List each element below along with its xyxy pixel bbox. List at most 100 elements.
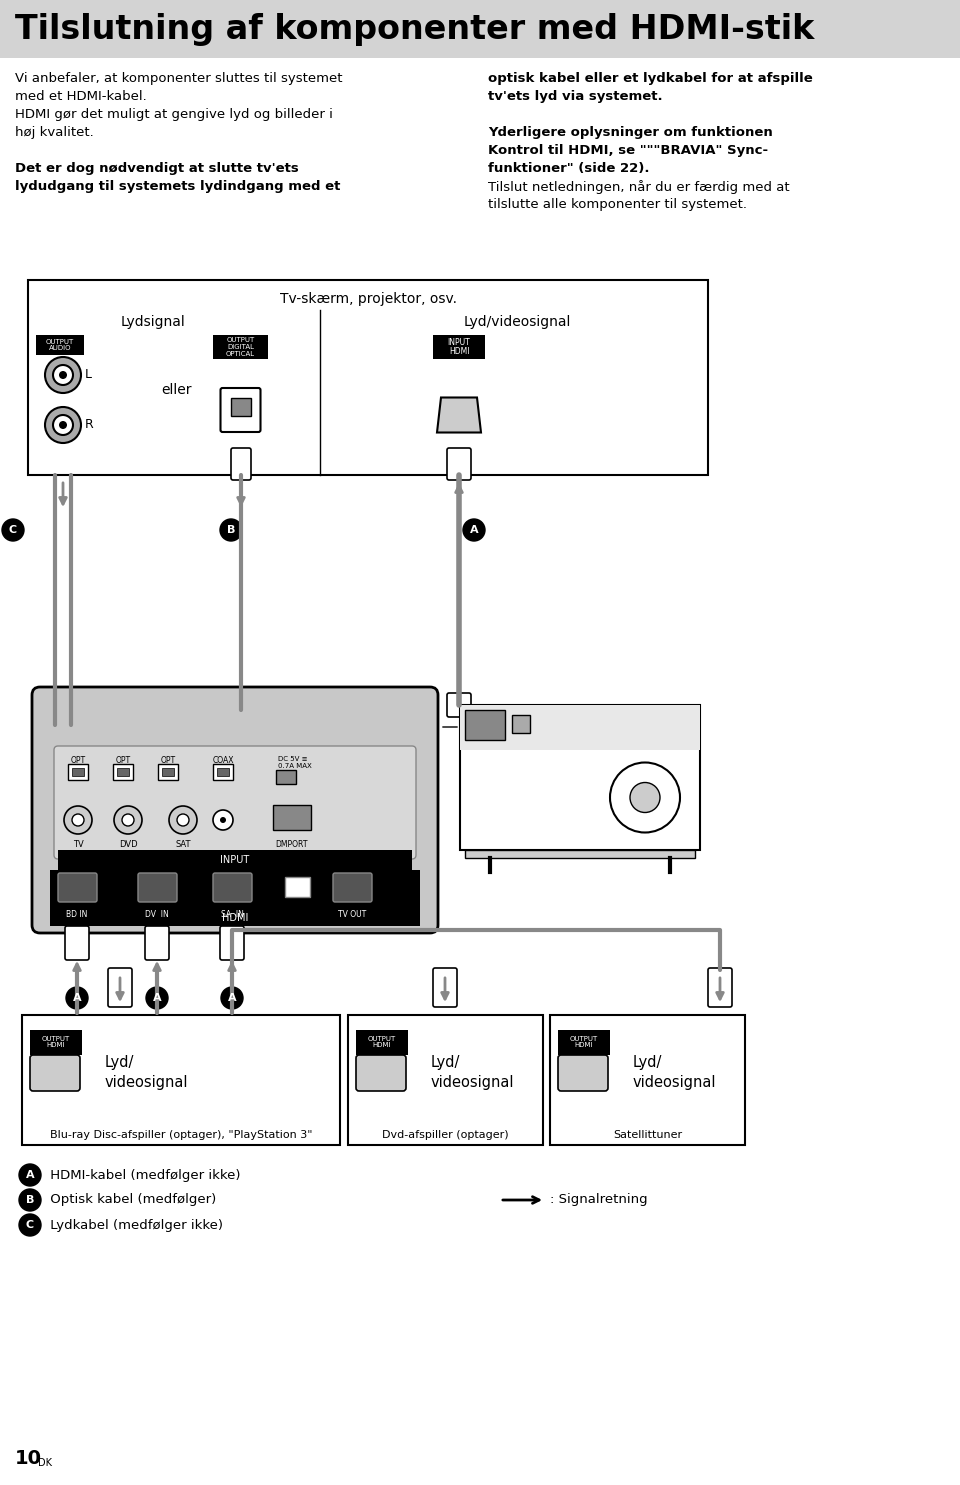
Circle shape <box>45 356 81 394</box>
Text: HDMI: HDMI <box>222 913 249 924</box>
Text: Satellittuner: Satellittuner <box>612 1130 682 1140</box>
Text: HDMI gør det muligt at gengive lyd og billeder i: HDMI gør det muligt at gengive lyd og bi… <box>15 108 333 120</box>
Text: SAT: SAT <box>176 841 191 849</box>
Text: Lydsignal: Lydsignal <box>121 315 185 330</box>
Circle shape <box>19 1215 41 1236</box>
Text: A: A <box>73 993 82 1002</box>
Circle shape <box>64 806 92 835</box>
FancyBboxPatch shape <box>220 927 244 959</box>
Circle shape <box>221 988 243 1008</box>
Text: OUTPUT
HDMI: OUTPUT HDMI <box>570 1035 598 1048</box>
Text: lydudgang til systemets lydindgang med et: lydudgang til systemets lydindgang med e… <box>15 180 341 193</box>
Text: TV OUT: TV OUT <box>338 910 366 919</box>
Bar <box>36 336 84 355</box>
Circle shape <box>45 407 81 443</box>
Bar <box>348 1016 543 1145</box>
FancyBboxPatch shape <box>64 708 78 732</box>
Text: OUTPUT
DIGITAL
OPTICAL: OUTPUT DIGITAL OPTICAL <box>226 337 255 356</box>
Bar <box>356 1031 408 1054</box>
Circle shape <box>122 814 134 826</box>
FancyBboxPatch shape <box>49 708 61 732</box>
Circle shape <box>19 1164 41 1187</box>
Text: INPUT
HDMI: INPUT HDMI <box>447 337 470 356</box>
Text: Optisk kabel (medfølger): Optisk kabel (medfølger) <box>46 1194 216 1206</box>
Bar <box>72 768 84 777</box>
Text: Lyd/
videosignal: Lyd/ videosignal <box>633 1054 716 1090</box>
Text: optisk kabel eller et lydkabel for at afspille: optisk kabel eller et lydkabel for at af… <box>488 71 813 85</box>
Text: Lyd/videosignal: Lyd/videosignal <box>464 315 571 330</box>
Text: Dvd-afspiller (optager): Dvd-afspiller (optager) <box>382 1130 509 1140</box>
Text: Tilslutning af komponenter med HDMI-stik: Tilslutning af komponenter med HDMI-stik <box>15 12 814 46</box>
Text: tilslutte alle komponenter til systemet.: tilslutte alle komponenter til systemet. <box>488 198 747 211</box>
Text: Tv-skærm, projektor, osv.: Tv-skærm, projektor, osv. <box>279 293 457 306</box>
Text: med et HDMI-kabel.: med et HDMI-kabel. <box>15 91 147 102</box>
Bar <box>117 768 129 777</box>
Bar <box>22 1016 340 1145</box>
Bar <box>460 705 700 849</box>
Circle shape <box>213 809 233 830</box>
Text: OPT: OPT <box>115 756 131 765</box>
FancyBboxPatch shape <box>233 698 249 722</box>
Bar <box>217 768 229 777</box>
FancyBboxPatch shape <box>65 927 89 959</box>
Bar <box>0 0 960 58</box>
Text: DV  IN: DV IN <box>145 910 169 919</box>
Text: A: A <box>469 526 478 535</box>
Text: OPT: OPT <box>160 756 176 765</box>
Text: Lyd/
videosignal: Lyd/ videosignal <box>431 1054 515 1090</box>
Text: : Signalretning: : Signalretning <box>550 1194 648 1206</box>
Bar <box>433 336 485 359</box>
Text: C: C <box>26 1221 34 1230</box>
Text: DC 5V ≡
0.7A MAX: DC 5V ≡ 0.7A MAX <box>278 756 312 769</box>
FancyBboxPatch shape <box>433 968 457 1007</box>
Text: OPT: OPT <box>70 756 85 765</box>
Text: funktioner" (side 22).: funktioner" (side 22). <box>488 162 650 175</box>
Text: Kontrol til HDMI, se """BRAVIA" Sync-: Kontrol til HDMI, se """BRAVIA" Sync- <box>488 144 768 157</box>
Text: eller: eller <box>160 383 191 396</box>
Circle shape <box>19 1189 41 1210</box>
FancyBboxPatch shape <box>30 1054 80 1091</box>
Bar <box>213 763 233 780</box>
Text: Yderligere oplysninger om funktionen: Yderligere oplysninger om funktionen <box>488 126 773 140</box>
Text: 10: 10 <box>15 1449 42 1469</box>
Circle shape <box>53 414 73 435</box>
Circle shape <box>114 806 142 835</box>
Text: Lyd/
videosignal: Lyd/ videosignal <box>105 1054 188 1090</box>
Bar <box>558 1031 610 1054</box>
Text: OUTPUT
HDMI: OUTPUT HDMI <box>368 1035 396 1048</box>
Circle shape <box>2 518 24 541</box>
Text: L: L <box>85 368 92 382</box>
Bar <box>213 336 268 359</box>
FancyBboxPatch shape <box>558 1054 608 1091</box>
Bar <box>162 768 174 777</box>
Bar <box>465 849 695 858</box>
Text: Vi anbefaler, at komponenter sluttes til systemet: Vi anbefaler, at komponenter sluttes til… <box>15 71 343 85</box>
Text: R: R <box>85 419 94 432</box>
FancyBboxPatch shape <box>32 688 438 933</box>
Bar <box>276 771 296 784</box>
Text: SA  IN: SA IN <box>221 910 244 919</box>
Circle shape <box>72 814 84 826</box>
Circle shape <box>177 814 189 826</box>
Text: A: A <box>153 993 161 1002</box>
Bar <box>230 398 251 416</box>
Text: Tilslut netledningen, når du er færdig med at: Tilslut netledningen, når du er færdig m… <box>488 180 790 195</box>
Circle shape <box>463 518 485 541</box>
Bar <box>30 1031 82 1054</box>
FancyBboxPatch shape <box>58 873 97 901</box>
FancyBboxPatch shape <box>333 873 372 901</box>
Text: OUTPUT
AUDIO: OUTPUT AUDIO <box>46 339 74 352</box>
Circle shape <box>146 988 168 1008</box>
Bar <box>58 849 412 870</box>
FancyBboxPatch shape <box>231 448 251 480</box>
Bar <box>460 705 700 750</box>
FancyBboxPatch shape <box>54 745 416 858</box>
Bar <box>465 710 505 740</box>
Text: A: A <box>228 993 236 1002</box>
Text: DMPORT: DMPORT <box>276 841 308 849</box>
Bar <box>273 805 311 830</box>
Bar <box>68 763 88 780</box>
Bar <box>50 870 420 910</box>
Text: høj kvalitet.: høj kvalitet. <box>15 126 94 140</box>
Bar <box>158 763 178 780</box>
